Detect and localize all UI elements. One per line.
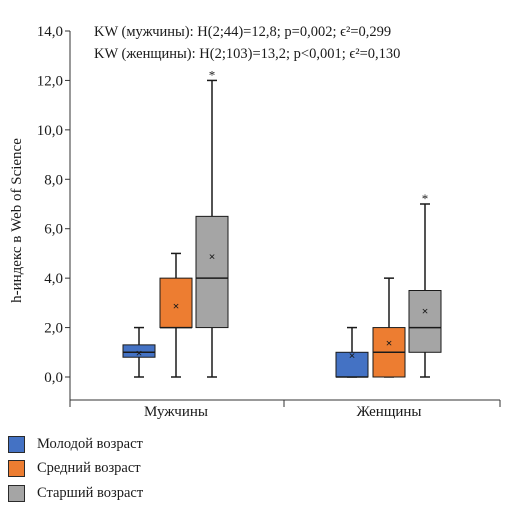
y-tick-label: 8,0 xyxy=(44,172,63,188)
box xyxy=(195,215,229,329)
mean-marker: × xyxy=(349,348,356,362)
outlier-marker: * xyxy=(209,67,216,82)
mean-marker: × xyxy=(173,299,180,313)
y-tick-label: 4,0 xyxy=(44,271,63,287)
box xyxy=(122,344,156,358)
y-tick-label: 14,0 xyxy=(37,24,63,40)
legend-label-young: Молодой возраст xyxy=(37,435,143,452)
y-tick-label: 6,0 xyxy=(44,222,63,238)
y-tick-label: 12,0 xyxy=(37,73,63,89)
y-tick-label: 2,0 xyxy=(44,321,63,337)
x-category-label: Мужчины xyxy=(144,404,208,420)
legend-label-middle: Средний возраст xyxy=(37,460,141,477)
legend-item-young: Молодой возраст xyxy=(8,432,143,457)
y-tick-label: 10,0 xyxy=(37,123,63,139)
mean-marker: × xyxy=(422,304,429,318)
box xyxy=(408,290,442,353)
outlier-marker: * xyxy=(422,191,429,206)
mean-marker: × xyxy=(136,346,143,360)
mean-marker: × xyxy=(209,249,216,263)
kruskal-wallis-men-annotation: KW (мужчины): H(2;44)=12,8; p=0,002; ϵ²=… xyxy=(94,24,392,40)
legend-swatch-young xyxy=(8,435,25,453)
box xyxy=(159,277,193,329)
kruskal-wallis-women-annotation: KW (женщины): H(2;103)=13,2; p<0,001; ϵ²… xyxy=(94,46,401,62)
x-category-label: Женщины xyxy=(356,404,421,420)
legend-label-senior: Старший возраст xyxy=(37,484,144,501)
legend-swatch-senior xyxy=(8,484,25,502)
y-tick-label: 0,0 xyxy=(44,370,63,386)
legend-item-senior: Старший возраст xyxy=(8,481,143,506)
legend-swatch-middle xyxy=(8,460,25,478)
y-axis-title: h-индекс в Web of Science xyxy=(9,138,25,303)
mean-marker: × xyxy=(386,336,393,350)
legend: Молодой возраст Средний возраст Старший … xyxy=(8,432,143,506)
legend-item-middle: Средний возраст xyxy=(8,457,143,482)
